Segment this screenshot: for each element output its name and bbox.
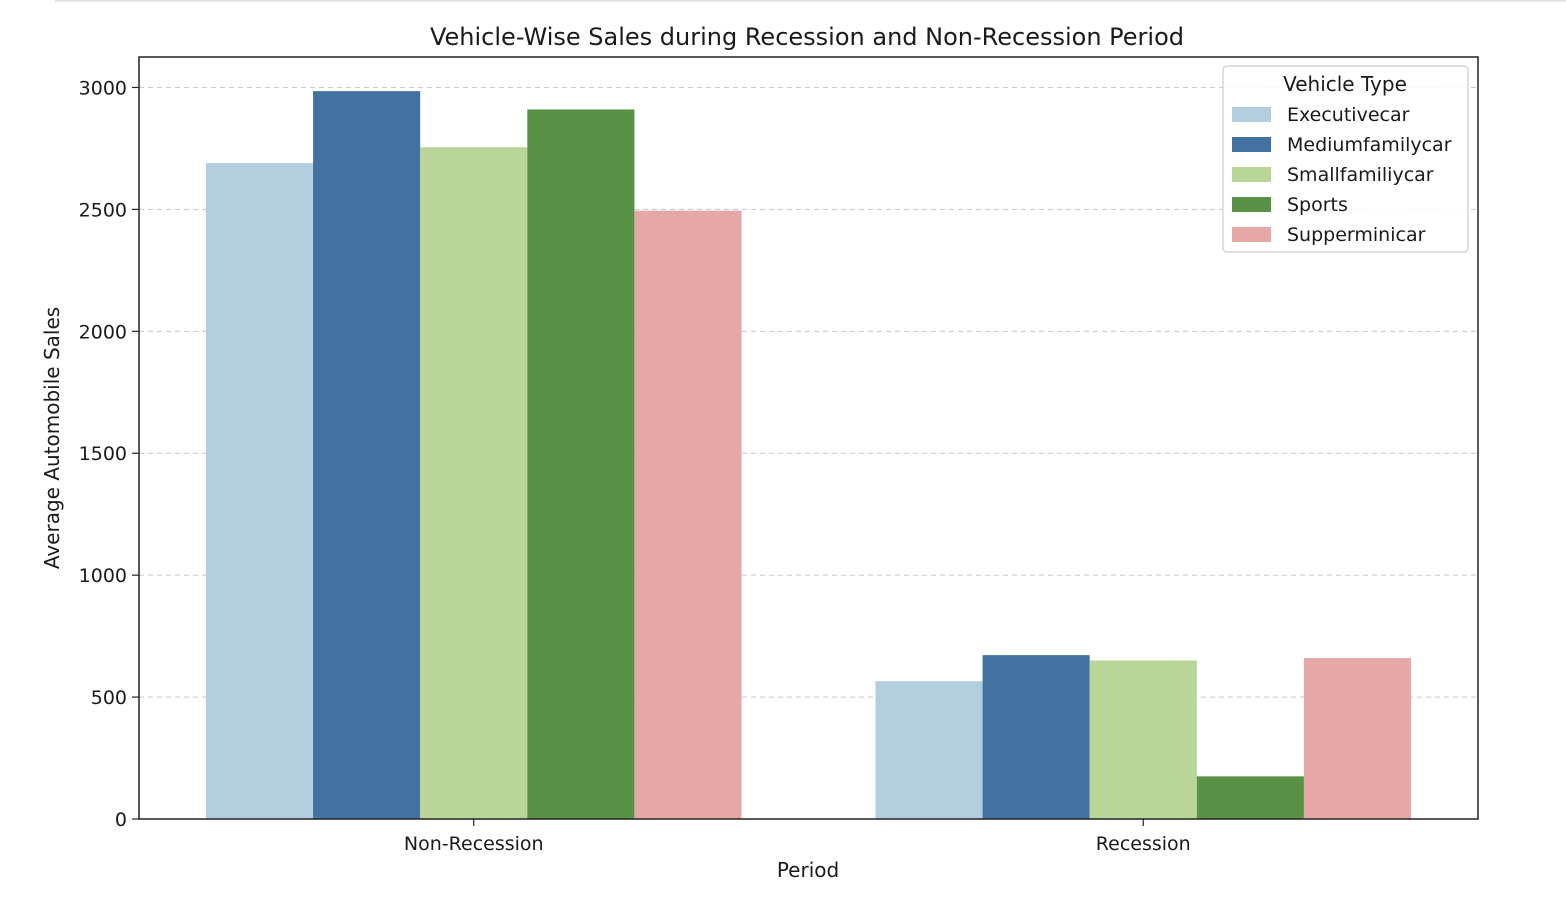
y-tick-label: 3000 — [79, 77, 127, 99]
legend-items: Executivecar Mediumfamilycar Smallfamiliyc… — [1232, 104, 1452, 246]
y-axis-ticks: 0 500 1000 1500 2000 2500 3000 — [79, 77, 139, 831]
y-tick-label: 0 — [115, 809, 127, 831]
legend-label: Supperminicar — [1287, 224, 1426, 246]
legend-label: Sports — [1287, 194, 1348, 216]
notebook-cell-border — [55, 0, 1566, 2]
legend-swatch — [1232, 197, 1271, 212]
x-tick-label: Recession — [1096, 833, 1191, 855]
y-tick-label: 2500 — [79, 199, 127, 221]
bar-supperminicar-recession — [1303, 658, 1412, 819]
bar-sports-non-recession — [527, 109, 635, 819]
bar-sports-recession — [1196, 776, 1304, 819]
bar-mediumfamilycar-non-recession — [313, 91, 421, 820]
legend: Vehicle Type Executivecar Mediumfamilycar… — [1222, 65, 1469, 253]
legend-title: Vehicle Type — [1283, 72, 1407, 96]
bar-executivecar-recession — [875, 681, 983, 819]
bar-smallfamiliycar-recession — [1089, 660, 1197, 819]
legend-label: Smallfamiliycar — [1287, 164, 1434, 186]
plot-frame — [138, 56, 1479, 820]
legend-swatch — [1232, 107, 1271, 122]
bar-supperminicar-non-recession — [634, 210, 742, 819]
legend-swatch — [1232, 167, 1271, 182]
chart-title: Vehicle-Wise Sales during Recession and … — [430, 23, 1184, 51]
x-axis-label: Period — [777, 858, 839, 882]
legend-label: Executivecar — [1287, 104, 1410, 126]
x-axis-ticks: Non-Recession Recession — [404, 819, 1191, 855]
legend-swatch — [1232, 227, 1271, 242]
bar-executivecar-non-recession — [205, 163, 314, 819]
y-tick-label: 2000 — [79, 321, 127, 343]
legend-swatch — [1232, 137, 1271, 152]
y-tick-label: 500 — [91, 687, 127, 709]
y-tick-label: 1000 — [79, 565, 127, 587]
bar-mediumfamilycar-recession — [982, 655, 1090, 819]
bar-smallfamiliycar-non-recession — [420, 147, 528, 819]
grid-lines — [139, 86, 1478, 698]
x-tick-label: Non-Recession — [404, 833, 544, 855]
bars — [205, 91, 1412, 820]
legend-box — [1222, 65, 1469, 253]
y-axis-label: Average Automobile Sales — [40, 307, 64, 569]
legend-label: Mediumfamilycar — [1287, 134, 1452, 156]
y-tick-label: 1500 — [79, 443, 127, 465]
